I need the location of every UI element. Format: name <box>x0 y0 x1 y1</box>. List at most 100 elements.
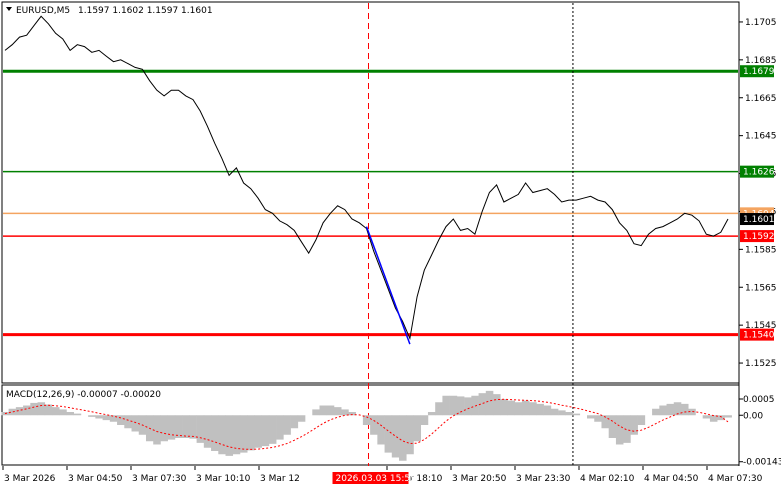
macd-bar <box>239 415 248 453</box>
macd-bar <box>160 415 168 442</box>
time-tick-label: 3 Mar 04:50 <box>68 474 123 484</box>
macd-bar <box>652 408 660 416</box>
macd-bar <box>406 415 414 455</box>
ohlc-values: 1.1597 1.1602 1.1597 1.1601 <box>78 6 213 16</box>
macd-bar <box>312 409 320 416</box>
macd-bar <box>333 407 342 416</box>
macd-bar <box>673 402 682 416</box>
time-tick-label: 3 Mar 20:50 <box>452 474 507 484</box>
price-tick-label: 1.1685 <box>745 56 777 66</box>
dropdown-triangle-icon[interactable] <box>6 7 12 11</box>
macd-bar <box>51 407 60 416</box>
macd-bar <box>23 405 31 416</box>
macd-bar <box>15 407 24 416</box>
macd-bar <box>471 395 479 416</box>
macd-bar <box>189 415 197 439</box>
macd-bar <box>615 415 624 445</box>
time-tick-label: 4 Mar 04:50 <box>644 474 699 484</box>
time-tick-label: 3 Mar 10:10 <box>196 474 251 484</box>
macd-bar <box>587 415 595 419</box>
price-line <box>4 15 729 341</box>
macd-bar <box>521 400 530 416</box>
macd-bar <box>493 394 501 416</box>
macd-bar <box>276 415 284 440</box>
level-tag <box>740 230 774 243</box>
macd-bar <box>500 399 508 416</box>
macd-bar <box>594 415 602 422</box>
level-tag <box>740 165 774 178</box>
macd-bar <box>565 412 573 416</box>
macd-axis: 0.0005 0.00 -0.00143 <box>739 395 781 468</box>
chart-header: EURUSD,M5 1.1597 1.1602 1.1597 1.1601 <box>6 6 213 16</box>
macd-bar <box>529 402 537 416</box>
macd-bar <box>341 409 349 416</box>
time-tick-label: 3 Mar 2026 <box>4 474 56 484</box>
time-tick-label: 4 Mar 07:30 <box>708 474 763 484</box>
macd-bar <box>550 408 559 416</box>
price-tick-label: 1.1665 <box>745 94 777 104</box>
macd-bar <box>268 415 277 444</box>
macd-bar <box>232 415 241 455</box>
macd-bar <box>117 415 125 425</box>
macd-bar <box>601 415 610 429</box>
macd-bar <box>95 415 103 419</box>
macd-bar <box>326 405 335 416</box>
price-tick-label: 1.1705 <box>745 18 777 28</box>
macd-bar <box>456 396 465 416</box>
macd-signal-line <box>4 398 729 450</box>
price-tick-label: 1.1525 <box>745 359 777 369</box>
macd-bar <box>362 415 371 425</box>
macd-bar <box>254 415 262 448</box>
macd-bar <box>44 404 53 416</box>
macd-bar <box>59 409 67 416</box>
macd-bar <box>203 415 212 448</box>
macd-label: MACD(12,26,9) -0.00007 -0.00020 <box>6 390 161 400</box>
symbol-label: EURUSD,M5 <box>16 6 70 16</box>
level-tag <box>740 328 774 341</box>
macd-bar <box>623 415 631 443</box>
macd-bar <box>435 402 443 416</box>
macd-bar <box>247 415 255 451</box>
macd-bar <box>131 415 140 432</box>
macd-tick-label: -0.00143 <box>743 458 781 468</box>
macd-bar <box>464 397 472 416</box>
macd-bar <box>225 415 234 456</box>
macd-bar <box>297 415 306 422</box>
level-tag-label: 1.1592 <box>743 232 775 242</box>
macd-bar <box>8 408 17 416</box>
macd-bar <box>485 390 494 416</box>
time-tick-label: 4 Mar 02:10 <box>580 474 635 484</box>
macd-bar <box>211 415 219 451</box>
macd-bar <box>30 402 38 416</box>
price-tick-label: 1.1645 <box>745 132 777 142</box>
macd-histogram <box>1 390 732 461</box>
macd-bar <box>73 413 82 416</box>
macd-bar <box>109 415 118 422</box>
level-tag <box>740 213 774 226</box>
macd-bar <box>384 415 393 453</box>
macd-bar <box>182 415 190 438</box>
macd-bar <box>261 415 270 447</box>
cursor-time-label: 2026.03.03 15:55 <box>336 474 416 484</box>
macd-bar <box>319 405 328 416</box>
macd-bar <box>370 415 378 435</box>
time-tick-label: 3 Mar 07:30 <box>132 474 187 484</box>
macd-bar <box>572 413 581 416</box>
main-chart-frame <box>1 1 740 384</box>
macd-bar <box>666 403 675 416</box>
macd-bar <box>102 415 111 421</box>
time-tick-label: 3 Mar 23:30 <box>516 474 571 484</box>
price-tick-label: 1.1545 <box>745 321 777 331</box>
drawn-trend-line[interactable] <box>365 226 411 345</box>
macd-bar <box>153 415 161 445</box>
macd-bar <box>391 415 400 458</box>
macd-bar <box>88 415 96 417</box>
macd-tick-label: 0.0005 <box>743 395 775 405</box>
macd-bar <box>283 415 291 435</box>
macd-bar <box>608 415 617 438</box>
cursor-time-tag: 2026.03.03 15:55 <box>332 472 416 484</box>
price-tick-label: 1.1585 <box>745 245 777 255</box>
time-tick-label: 3 Mar 18:10 <box>388 474 443 484</box>
macd-bar <box>688 408 696 416</box>
